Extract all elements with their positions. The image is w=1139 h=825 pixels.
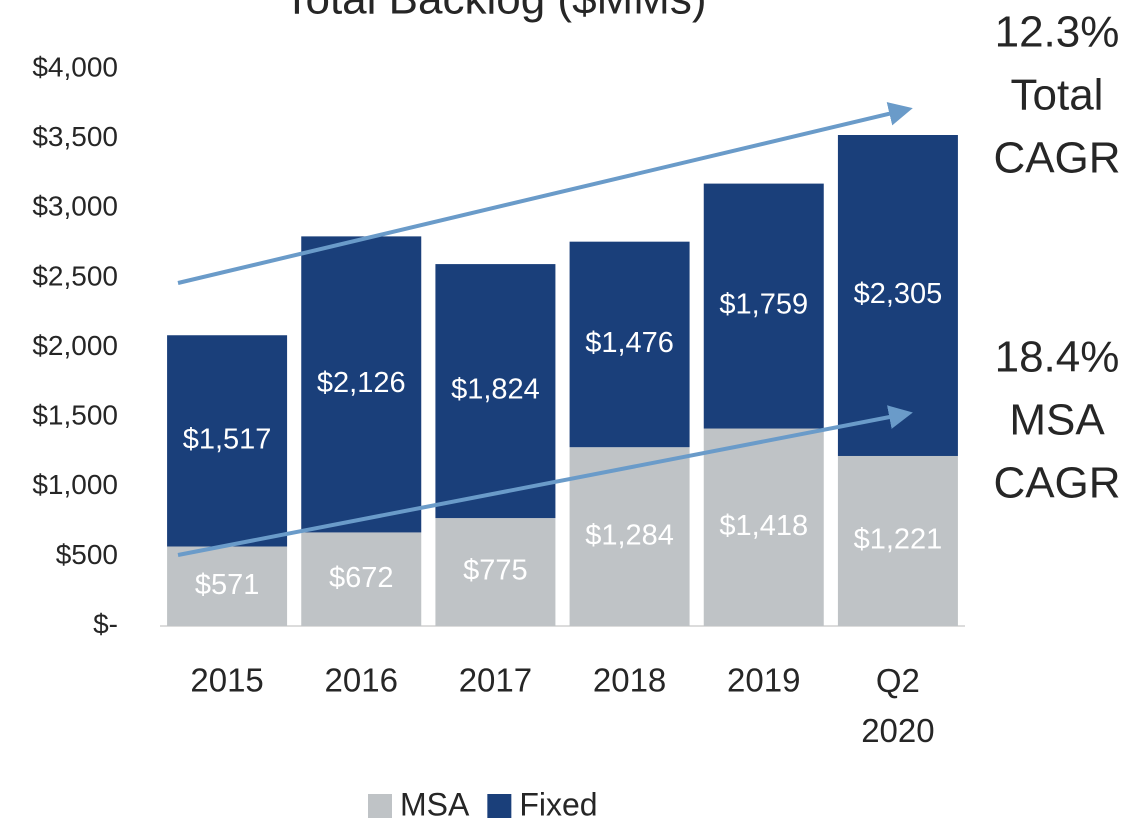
y-tick-label: $1,500 <box>32 400 118 431</box>
annotation: 18.4% <box>995 333 1120 382</box>
annotation: CAGR <box>993 459 1120 508</box>
x-tick-label: 2018 <box>593 662 666 699</box>
data-label: $775 <box>463 555 528 587</box>
annotation: 12.3% <box>995 8 1120 57</box>
chart-title: Total Backlog ($MMs) <box>283 0 706 24</box>
bar-segment <box>569 241 690 448</box>
data-label: $1,517 <box>183 424 272 456</box>
trend-arrow <box>177 405 913 557</box>
bar-segment <box>703 183 824 429</box>
x-tick-label: 2015 <box>190 662 263 699</box>
y-tick-label: $3,500 <box>32 121 118 152</box>
x-tick-label: Q2 2020 <box>861 662 934 749</box>
bar-segment <box>167 335 288 547</box>
legend-swatch <box>487 794 512 818</box>
annotation: CAGR <box>993 134 1120 183</box>
y-tick-label: $500 <box>56 539 118 570</box>
annotation: Total <box>1011 71 1104 120</box>
y-tick-label: $4,000 <box>32 51 118 82</box>
x-tick-label: 2019 <box>727 662 800 699</box>
bar-segment <box>301 236 422 533</box>
data-label: $2,305 <box>854 278 943 310</box>
data-label: $1,824 <box>451 374 540 406</box>
legend-label: MSA <box>400 786 470 822</box>
data-label: $1,418 <box>719 510 808 542</box>
bar-segment <box>435 518 556 626</box>
y-tick-label: $2,000 <box>32 330 118 361</box>
data-label: $1,221 <box>854 524 943 556</box>
bar-segment <box>837 135 958 456</box>
annotation: MSA <box>1009 396 1105 445</box>
data-label: $1,476 <box>585 327 674 359</box>
data-label: $1,759 <box>719 289 808 321</box>
data-label: $571 <box>195 569 260 601</box>
bar-segment <box>703 428 824 626</box>
x-tick-label: 2017 <box>459 662 532 699</box>
trend-arrow <box>177 102 913 285</box>
y-tick-label: $2,500 <box>32 260 118 291</box>
data-label: $2,126 <box>317 367 406 399</box>
bar-segment <box>837 455 958 626</box>
legend-swatch <box>368 794 392 818</box>
x-tick-label: 2016 <box>325 662 398 699</box>
y-tick-label: $- <box>93 608 118 639</box>
bar-segment <box>435 264 556 519</box>
bar-segment <box>301 532 422 626</box>
legend-label: Fixed <box>519 786 597 822</box>
bar-segment <box>167 546 288 626</box>
data-label: $672 <box>329 562 394 594</box>
y-tick-label: $1,000 <box>32 469 118 500</box>
y-tick-label: $3,000 <box>32 191 118 222</box>
data-label: $1,284 <box>585 519 674 551</box>
